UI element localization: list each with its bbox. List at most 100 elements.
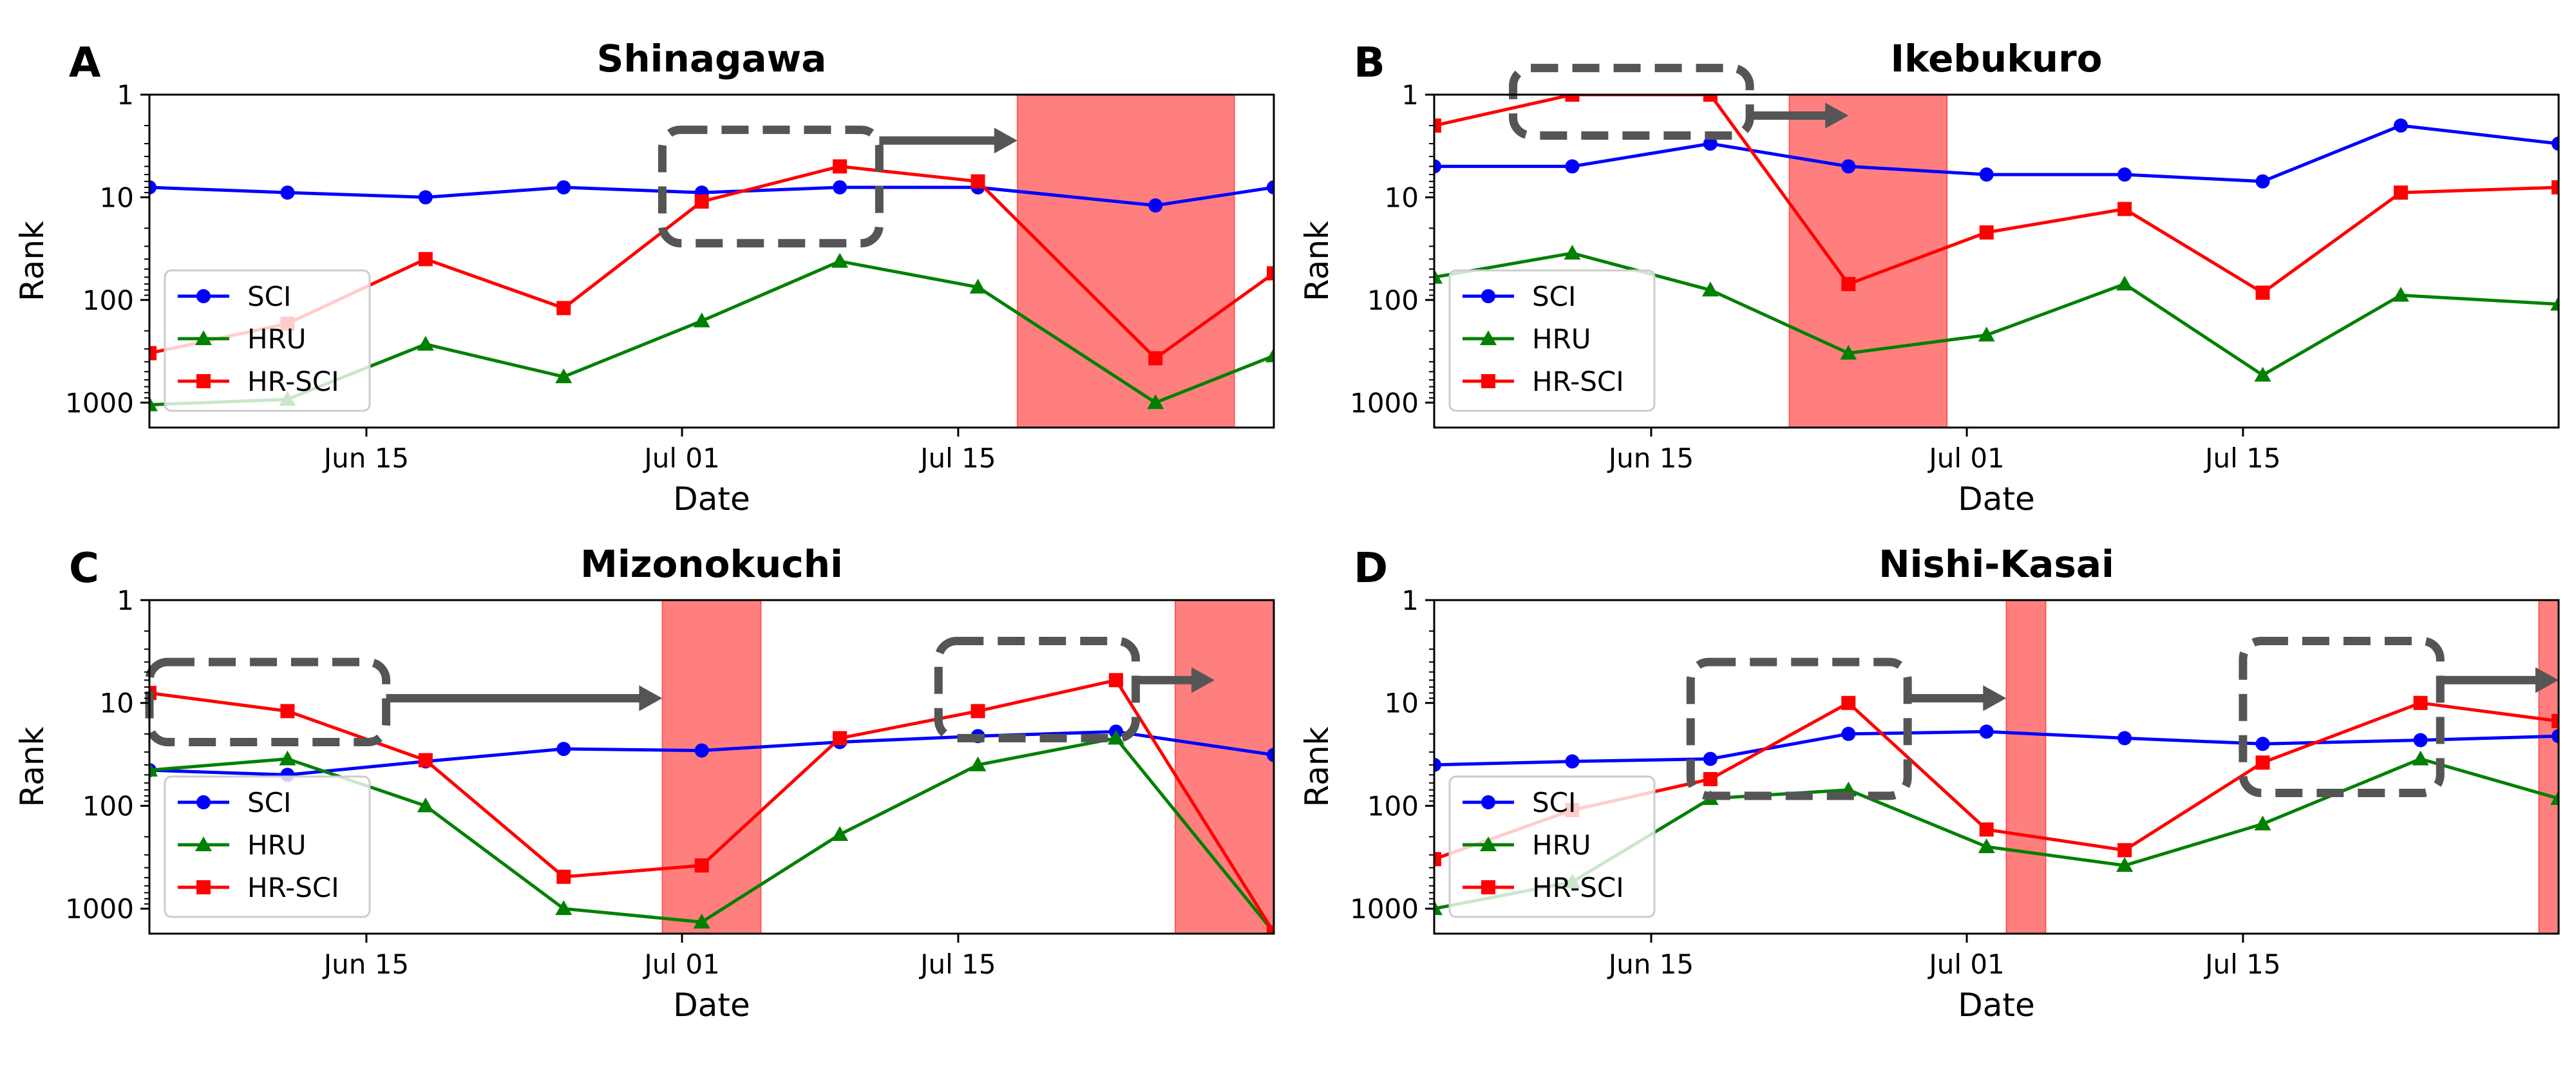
legend-marker	[1480, 836, 1497, 851]
x-tick-label: Jun 15	[322, 442, 409, 474]
point-hr-sci	[556, 869, 571, 884]
panel-b: 1 10 100 1000 Jun 15 Jul 01 Jul 15 Date Rank Ikeb…	[1298, 37, 2560, 518]
point-hr-sci	[1434, 118, 1441, 133]
point-hru	[969, 756, 987, 771]
point-hru	[2254, 815, 2271, 831]
point-sci	[1267, 748, 1274, 762]
annotation-dashed-box	[2239, 637, 2445, 797]
point-hr-sci	[694, 194, 709, 209]
point-sci	[2117, 731, 2132, 746]
point-sci	[2255, 174, 2270, 189]
point-hr-sci	[1703, 95, 1718, 102]
point-hr-sci	[2393, 185, 2408, 200]
point-hr-sci	[2413, 695, 2428, 710]
point-hr-sci	[2552, 180, 2559, 194]
legend-marker	[195, 330, 212, 345]
point-hr-sci	[833, 159, 848, 174]
point-hr-sci	[2117, 843, 2132, 858]
point-hru	[2254, 366, 2271, 382]
point-sci	[2255, 737, 2270, 751]
point-hr-sci	[556, 301, 571, 316]
y-tick-label: 10	[100, 182, 134, 213]
point-sci	[2413, 733, 2428, 748]
panel-title: Ikebukuro	[1890, 37, 2102, 80]
y-tick-label: 10	[100, 688, 134, 719]
point-sci	[1841, 159, 1856, 174]
legend: SCI HRU HR-SCI	[164, 775, 371, 918]
point-hru	[1107, 730, 1124, 745]
x-tick-label: Jun 15	[1607, 442, 1694, 474]
point-hru	[1978, 326, 1995, 342]
point-sci	[556, 180, 571, 194]
point-sci	[418, 190, 433, 205]
series-group	[1434, 95, 2559, 382]
legend-marker	[196, 289, 211, 303]
annotation-dashed-box	[934, 637, 1141, 742]
x-tick-label: Jul 15	[2203, 948, 2280, 980]
point-sci	[149, 180, 156, 194]
point-sci	[1841, 726, 1856, 741]
legend-marker	[196, 795, 211, 809]
legend-marker	[1481, 795, 1495, 809]
y-tick-label: 1000	[1350, 387, 1419, 419]
y-tick-label: 10	[1385, 688, 1419, 719]
point-hru	[1434, 269, 1443, 284]
x-tick-label: Jun 15	[322, 948, 409, 980]
annotation-arrow-head	[1191, 667, 1215, 693]
point-hr-sci	[418, 753, 433, 768]
x-axis-label: Date	[673, 480, 750, 518]
panel-title: Nishi-Kasai	[1879, 542, 2114, 586]
y-tick-label: 1	[117, 79, 134, 111]
annotation-arrow-head	[994, 127, 1018, 154]
y-tick-label: 100	[82, 790, 134, 822]
legend-label-hru: HRU	[247, 829, 307, 861]
point-sci	[1148, 198, 1163, 213]
point-hr-sci	[1979, 822, 1994, 837]
point-sci	[833, 180, 848, 194]
point-hr-sci	[1148, 351, 1163, 366]
axes-frame	[148, 599, 1275, 935]
axes-frame	[1433, 93, 2560, 429]
panel-title: Mizonokuchi	[580, 542, 843, 586]
shaded-regions	[1788, 95, 1948, 428]
point-hru	[831, 252, 849, 268]
annotation-dashed-box	[1686, 657, 1912, 800]
y-tick-label: 100	[82, 285, 134, 316]
legend-label-hr-sci: HR-SCI	[247, 366, 339, 397]
annotation-arrow-head	[1825, 102, 1849, 129]
legend-marker	[196, 374, 211, 388]
legend-marker	[1480, 330, 1497, 345]
point-hr-sci	[1434, 852, 1441, 867]
annotation-arrow-head	[2535, 667, 2559, 693]
point-sci	[2117, 167, 2132, 182]
legend-label-sci: SCI	[247, 281, 291, 312]
point-hru	[1564, 245, 1581, 260]
legend-box	[1448, 269, 1656, 412]
x-tick-label: Jul 15	[2203, 442, 2280, 474]
point-hru	[2412, 750, 2429, 766]
point-hru	[555, 900, 573, 916]
point-hr-sci	[833, 731, 848, 746]
shaded-region	[1174, 600, 1274, 934]
legend-label-hru: HRU	[1532, 829, 1591, 861]
y-tick-label: 1	[1401, 79, 1419, 111]
point-sci	[1703, 137, 1718, 151]
x-tick-label: Jul 01	[1927, 442, 2004, 474]
point-hr-sci	[1267, 925, 1274, 934]
point-hru	[831, 825, 849, 841]
point-sci	[1703, 751, 1718, 766]
x-tick-label: Jul 01	[642, 948, 719, 980]
point-hr-sci	[971, 174, 985, 189]
legend-box	[164, 775, 371, 918]
point-hru	[1434, 900, 1443, 916]
legend-label-hr-sci: HR-SCI	[1532, 366, 1624, 397]
legend-marker	[1481, 374, 1495, 388]
panel-letter: C	[69, 545, 99, 592]
annotation-arrow-head	[1983, 685, 2007, 712]
point-hru	[2116, 276, 2134, 291]
point-hru	[555, 368, 573, 384]
point-sci	[2393, 118, 2408, 133]
legend: SCI HRU HR-SCI	[1448, 775, 1656, 918]
